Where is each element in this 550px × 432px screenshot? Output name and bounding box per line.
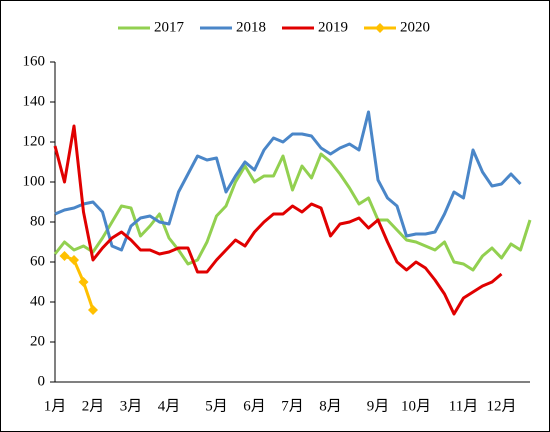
x-tick-label: 5月: [205, 398, 228, 414]
x-tick-label: 7月: [281, 398, 304, 414]
data-point: [78, 277, 89, 287]
y-tick-label: 80: [30, 213, 45, 229]
y-tick-label: 40: [30, 293, 45, 309]
data-point: [88, 305, 98, 315]
y-tick-label: 160: [23, 53, 46, 69]
data-point: [69, 255, 79, 265]
legend-marker: [375, 23, 385, 33]
y-tick-label: 20: [30, 333, 45, 349]
series-line: [63, 254, 95, 311]
legend-label: 2017: [154, 19, 185, 35]
y-tick-label: 120: [23, 133, 46, 149]
data-point: [59, 251, 70, 261]
x-tick-label: 11月: [449, 398, 478, 414]
x-tick-label: 12月: [486, 398, 516, 414]
series-line: [53, 152, 532, 272]
x-tick-label: 2月: [82, 398, 105, 414]
x-tick-label: 10月: [401, 398, 431, 414]
y-tick-label: 100: [23, 173, 46, 189]
x-tick-label: 4月: [158, 398, 181, 414]
x-tick-label: 8月: [319, 398, 342, 414]
x-tick-label: 3月: [120, 398, 143, 414]
x-tick-label: 9月: [367, 398, 390, 414]
x-tick-label: 1月: [44, 398, 67, 414]
series-line: [53, 124, 503, 316]
legend-label: 2018: [236, 19, 266, 35]
y-tick-label: 140: [23, 93, 46, 109]
y-tick-label: 0: [38, 373, 46, 389]
legend-label: 2020: [400, 19, 430, 35]
y-tick-label: 60: [30, 253, 45, 269]
x-tick-label: 6月: [243, 398, 266, 414]
series-line: [54, 110, 522, 252]
legend-label: 2019: [318, 19, 348, 35]
